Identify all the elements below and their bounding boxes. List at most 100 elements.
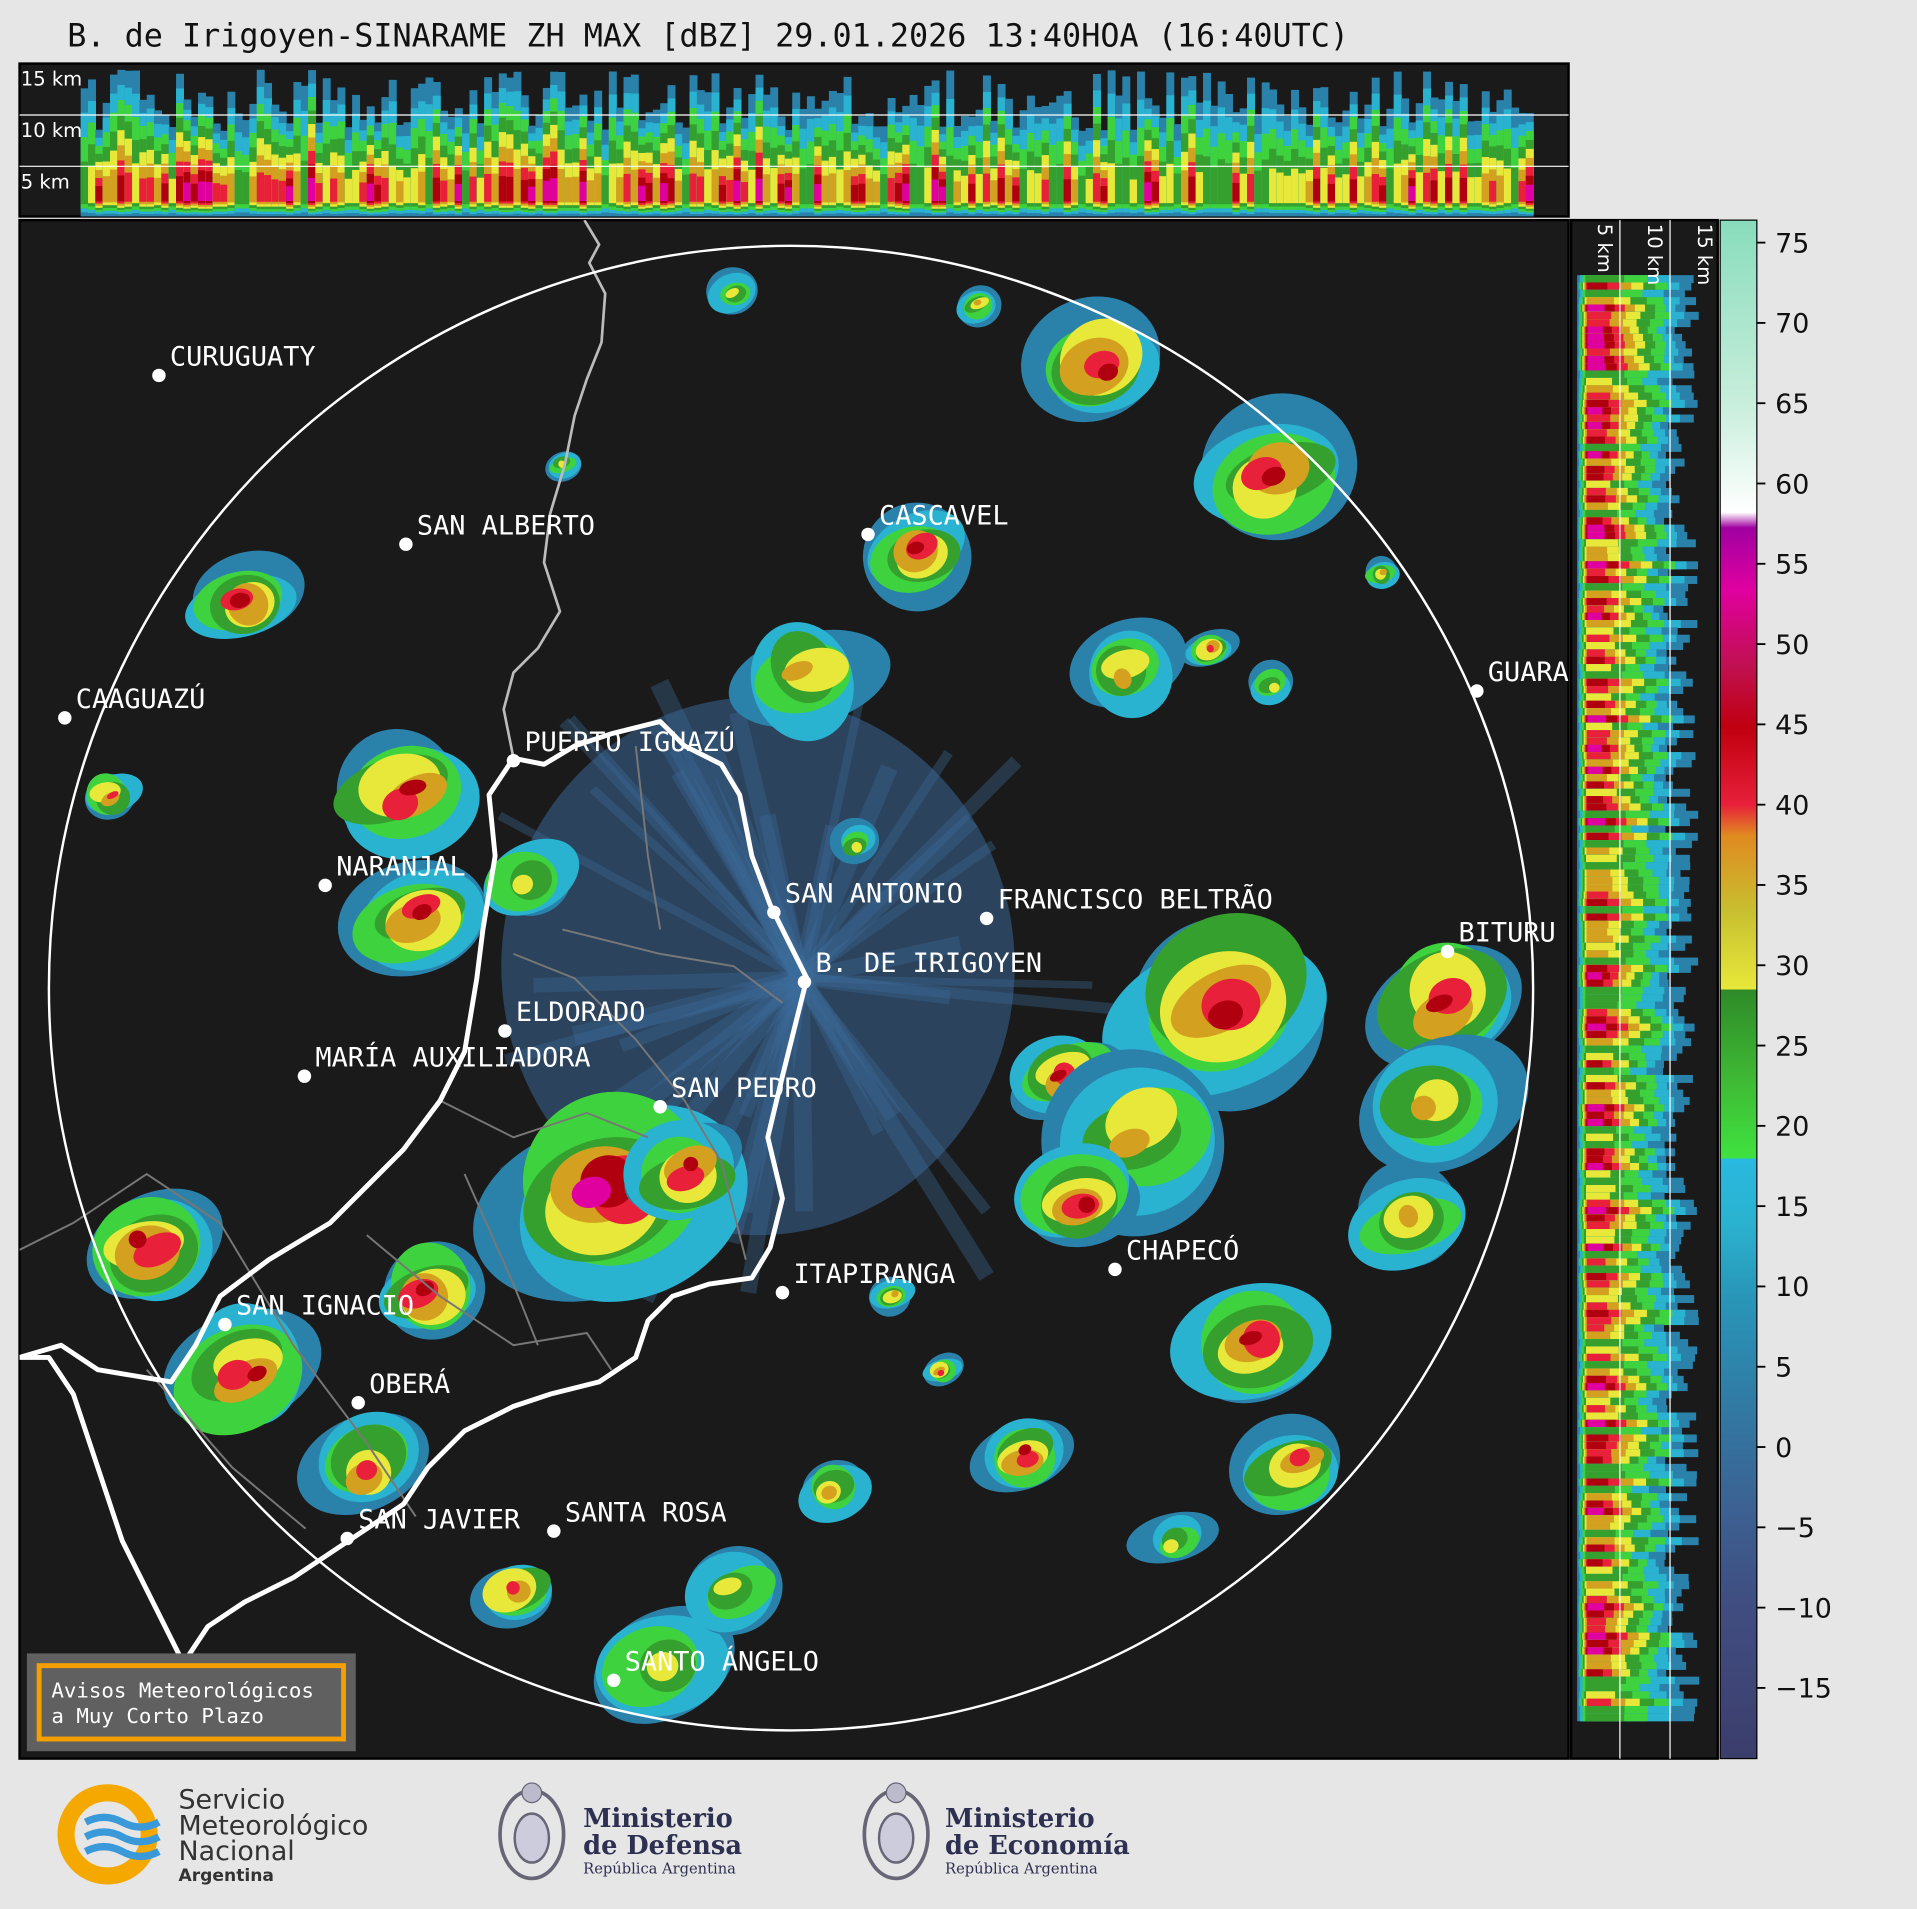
section-row xyxy=(1586,319,1610,328)
section-column xyxy=(1004,175,1013,203)
section-row xyxy=(1586,1522,1611,1531)
section-row xyxy=(1587,803,1607,812)
section-row xyxy=(1587,1060,1603,1069)
section-row xyxy=(1587,333,1604,342)
city-dot xyxy=(653,1100,667,1114)
section-row xyxy=(1585,275,1625,284)
section-row xyxy=(1586,539,1619,548)
smn-logo: Servicio Meteorológico Nacional Argentin… xyxy=(57,1784,368,1886)
echo xyxy=(229,592,251,609)
echo xyxy=(1078,1196,1096,1214)
section-row xyxy=(1587,972,1602,981)
admin-boundaries xyxy=(19,745,784,1530)
section-column xyxy=(1173,173,1182,205)
section-row xyxy=(1587,1118,1603,1127)
clear-air-streak xyxy=(792,764,898,982)
section-row xyxy=(1586,385,1613,394)
section-row xyxy=(1587,1419,1606,1428)
clear-air-streak xyxy=(567,715,805,982)
section-column xyxy=(1511,167,1520,205)
section-row xyxy=(1586,1229,1616,1237)
echo xyxy=(1242,1320,1280,1358)
echo xyxy=(666,1165,705,1192)
section-column xyxy=(381,177,390,202)
section-column xyxy=(190,183,199,202)
echo xyxy=(821,1485,837,1500)
section-column xyxy=(1459,177,1468,202)
section-row xyxy=(1585,1067,1614,1076)
section-column xyxy=(1269,168,1277,204)
section-row xyxy=(1586,1654,1611,1663)
section-column xyxy=(1423,172,1432,202)
section-row xyxy=(1586,1096,1613,1105)
section-row xyxy=(1587,744,1602,753)
section-row xyxy=(1587,1544,1605,1553)
section-row xyxy=(1587,678,1608,687)
section-row xyxy=(1587,407,1603,416)
section-column xyxy=(146,177,155,202)
section-column xyxy=(755,178,764,202)
section-column xyxy=(1313,178,1321,202)
section-row xyxy=(1586,1412,1619,1421)
city-label: SAN JAVIER xyxy=(358,1505,521,1536)
city-label: CAAGUAZÚ xyxy=(76,683,206,715)
section-row xyxy=(1587,363,1606,372)
section-row xyxy=(1586,620,1615,628)
section-row xyxy=(1586,693,1612,702)
section-column xyxy=(205,182,214,202)
section-column xyxy=(1342,174,1351,204)
section-row xyxy=(1585,1551,1615,1560)
section-column xyxy=(1144,182,1153,202)
section-row xyxy=(1585,1251,1619,1260)
city-label: B. DE IRIGOYEN xyxy=(815,948,1042,979)
section-column xyxy=(990,180,999,203)
section-column xyxy=(1401,175,1410,203)
section-column xyxy=(674,180,683,203)
section-column xyxy=(916,167,925,205)
section-row xyxy=(1585,862,1623,871)
section-column xyxy=(682,174,691,205)
city-dot xyxy=(218,1317,232,1332)
section-row xyxy=(1587,1155,1603,1164)
section-column xyxy=(557,169,566,203)
section-row xyxy=(1585,1713,1625,1722)
section-row xyxy=(1586,605,1605,614)
clear-air-streak xyxy=(533,971,801,993)
city-dot xyxy=(767,905,781,920)
section-row xyxy=(1587,1500,1604,1509)
section-column xyxy=(388,165,397,204)
section-row xyxy=(1586,1317,1612,1326)
section-column xyxy=(432,177,441,202)
emblem xyxy=(885,1782,907,1804)
logo-text: Ministerio xyxy=(583,1804,733,1834)
section-row xyxy=(1587,1603,1605,1612)
echo xyxy=(412,904,432,920)
section-row xyxy=(1586,429,1607,438)
emblem xyxy=(877,1812,915,1864)
section-column xyxy=(1518,181,1527,202)
section-column xyxy=(1357,176,1366,204)
section-row xyxy=(1586,590,1612,599)
clear-air-streak xyxy=(738,975,807,1119)
section-row xyxy=(1587,282,1608,291)
section-column xyxy=(828,173,837,203)
section-column xyxy=(1305,181,1314,203)
section-column xyxy=(880,174,889,205)
section-row xyxy=(1586,1390,1609,1399)
section-column xyxy=(1415,172,1424,204)
section-row xyxy=(1586,297,1614,306)
section-column xyxy=(1136,155,1145,205)
section-row xyxy=(1587,561,1607,570)
section-column xyxy=(293,171,302,203)
colorbar-tick-label: 75 xyxy=(1775,228,1809,259)
section-column xyxy=(924,167,933,204)
section-row xyxy=(1586,348,1610,357)
section-row xyxy=(1587,473,1604,482)
section-column xyxy=(1188,176,1197,202)
section-row xyxy=(1587,979,1604,988)
section-row xyxy=(1586,884,1613,893)
section-row xyxy=(1585,1140,1615,1149)
section-row xyxy=(1587,818,1606,827)
section-row xyxy=(1587,1478,1609,1487)
section-row xyxy=(1587,1273,1607,1282)
